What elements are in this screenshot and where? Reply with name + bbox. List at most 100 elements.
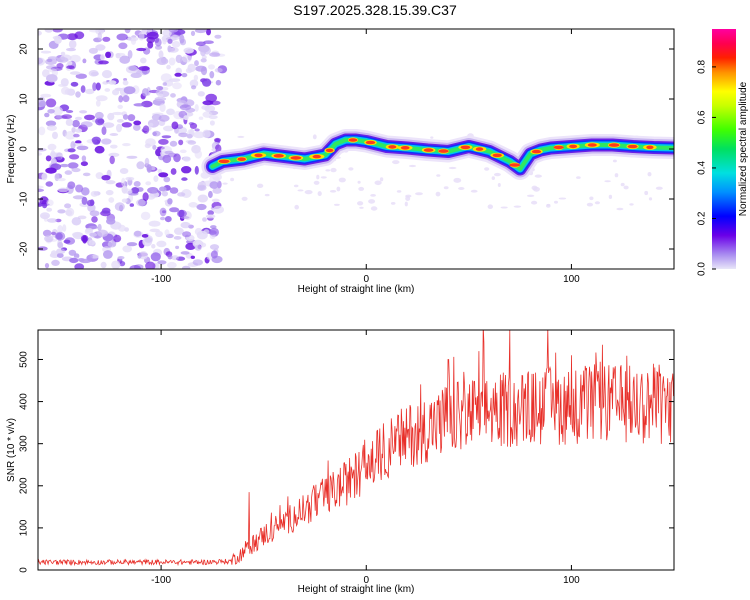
noise-speckle xyxy=(80,234,89,243)
noise-speckle xyxy=(330,167,337,173)
noise-speckle xyxy=(177,192,186,197)
noise-speckle xyxy=(81,187,90,196)
noise-speckle xyxy=(121,198,128,203)
ridge-peak xyxy=(460,145,471,150)
noise-speckle xyxy=(175,67,182,75)
noise-speckle xyxy=(60,78,69,87)
noise-speckle xyxy=(127,50,133,59)
y-tick-label: 500 xyxy=(19,351,30,368)
ridge-peak xyxy=(569,144,578,149)
noise-speckle xyxy=(195,41,206,47)
colorbar-gradient xyxy=(712,29,736,269)
noise-speckle xyxy=(44,235,54,243)
noise-speckle xyxy=(70,141,76,150)
noise-speckle xyxy=(608,194,613,199)
noise-speckle xyxy=(141,100,153,108)
noise-speckle xyxy=(142,192,149,202)
noise-speckle xyxy=(38,30,42,36)
noise-speckle xyxy=(39,196,49,205)
noise-speckle xyxy=(208,230,217,235)
noise-speckle xyxy=(173,236,182,240)
ridge-peak xyxy=(400,146,410,150)
noise-speckle xyxy=(163,176,171,183)
noise-speckle xyxy=(84,114,95,121)
noise-speckle xyxy=(368,199,376,204)
noise-speckle xyxy=(95,82,101,91)
noise-speckle xyxy=(105,180,116,185)
noise-speckle xyxy=(370,206,378,211)
noise-speckle xyxy=(194,60,199,67)
noise-speckle xyxy=(75,73,88,79)
noise-speckle xyxy=(162,82,167,86)
noise-speckle xyxy=(648,197,653,201)
noise-speckle xyxy=(109,155,115,165)
noise-speckle xyxy=(85,228,94,233)
noise-speckle xyxy=(185,107,196,113)
noise-speckle xyxy=(158,114,170,122)
noise-speckle xyxy=(121,122,132,128)
noise-speckle xyxy=(152,144,157,150)
ridge-peak xyxy=(388,145,397,149)
noise-speckle xyxy=(200,58,207,63)
noise-speckle xyxy=(209,120,215,126)
noise-speckle xyxy=(101,70,113,79)
noise-speckle xyxy=(166,64,171,70)
noise-speckle xyxy=(148,122,154,127)
noise-speckle xyxy=(50,149,56,158)
noise-speckle xyxy=(405,196,411,201)
noise-speckle xyxy=(122,245,132,253)
noise-speckle xyxy=(133,230,142,237)
noise-speckle xyxy=(88,254,93,259)
noise-speckle xyxy=(66,110,74,113)
noise-speckle xyxy=(71,127,76,133)
noise-speckle xyxy=(576,176,581,179)
noise-speckle xyxy=(136,161,145,170)
noise-speckle xyxy=(145,138,156,147)
noise-speckle xyxy=(192,259,203,266)
noise-speckle xyxy=(164,150,174,155)
ridge-peak xyxy=(475,147,484,151)
noise-speckle xyxy=(558,197,567,200)
noise-speckle xyxy=(64,170,73,175)
ridge-peak xyxy=(423,148,434,152)
ridge-peak xyxy=(254,153,263,158)
x-tick-label: -100 xyxy=(151,575,171,586)
noise-speckle xyxy=(51,259,60,266)
noise-speckle xyxy=(80,121,93,128)
noise-speckle xyxy=(117,256,125,260)
noise-speckle xyxy=(122,143,131,147)
noise-speckle xyxy=(317,191,322,197)
noise-speckle xyxy=(210,225,217,229)
y-tick-label: 100 xyxy=(19,519,30,536)
noise-speckle xyxy=(54,231,66,241)
noise-speckle xyxy=(147,29,153,33)
noise-speckle xyxy=(182,231,192,238)
noise-speckle xyxy=(64,131,76,140)
noise-speckle xyxy=(214,34,222,39)
noise-speckle xyxy=(170,93,176,98)
noise-speckle xyxy=(207,210,214,216)
noise-speckle xyxy=(38,57,44,65)
noise-speckle xyxy=(202,217,207,222)
noise-speckle xyxy=(105,51,112,58)
noise-speckle xyxy=(102,36,111,42)
noise-speckle xyxy=(357,201,364,206)
colorbar-tick-label: 0.6 xyxy=(697,110,708,124)
ridge-peak xyxy=(509,163,521,167)
noise-speckle xyxy=(121,177,126,187)
noise-speckle xyxy=(119,55,131,64)
noise-speckle xyxy=(396,190,402,193)
noise-speckle xyxy=(42,69,50,78)
noise-speckle xyxy=(230,177,235,182)
noise-speckle xyxy=(154,96,167,102)
noise-speckle xyxy=(75,140,82,144)
noise-speckle xyxy=(144,237,153,243)
noise-speckle xyxy=(178,132,189,138)
noise-speckle xyxy=(45,98,57,108)
noise-speckle xyxy=(40,93,52,98)
noise-speckle xyxy=(448,166,457,170)
noise-speckle xyxy=(137,252,142,259)
noise-speckle xyxy=(127,114,136,122)
noise-speckle xyxy=(205,214,216,219)
noise-speckle xyxy=(136,199,146,207)
